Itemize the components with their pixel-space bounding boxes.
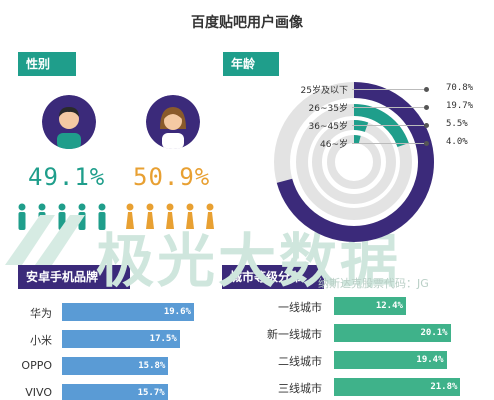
bar-category-label: 小米 bbox=[30, 334, 52, 347]
age-category-label: 36~45岁 bbox=[308, 122, 348, 132]
bar-category-label: 新一线城市 bbox=[267, 328, 322, 341]
age-leader-line bbox=[352, 107, 424, 108]
bar-category-label: VIVO bbox=[25, 386, 52, 399]
female-avatar-icon bbox=[146, 95, 200, 149]
age-category-label: 25岁及以下 bbox=[300, 86, 348, 96]
bar-mark: 19.6% bbox=[62, 303, 194, 321]
bar-mark: 12.4% bbox=[334, 297, 406, 315]
age-ring-arc bbox=[353, 135, 361, 144]
bar-mark: 17.5% bbox=[62, 330, 180, 348]
age-category-label: 46~岁 bbox=[320, 140, 348, 150]
age-value-label: 19.7% bbox=[446, 101, 474, 111]
age-leader-dot bbox=[424, 123, 429, 128]
bar-category-label: 华为 bbox=[30, 307, 52, 320]
bar-mark: 21.8% bbox=[334, 378, 461, 396]
page-title: 百度贴吧用户画像 bbox=[191, 15, 303, 31]
age-value-label: 70.8% bbox=[446, 83, 474, 93]
age-category-label: 26~35岁 bbox=[308, 104, 348, 114]
male-avatar-icon bbox=[42, 95, 96, 149]
female-people-icon bbox=[126, 203, 214, 229]
bar-mark: 19.4% bbox=[334, 351, 447, 369]
bar-category-label: 一线城市 bbox=[278, 301, 322, 314]
male-percentage: 49.1% bbox=[28, 163, 106, 191]
age-ring-arc bbox=[353, 104, 409, 148]
age-leader-line bbox=[352, 89, 424, 90]
bar-category-label: 二线城市 bbox=[278, 355, 322, 368]
female-percentage: 50.9% bbox=[133, 163, 211, 191]
age-leader-line bbox=[352, 125, 424, 126]
bar-category-label: OPPO bbox=[21, 359, 52, 372]
bar-mark: 15.7% bbox=[62, 384, 168, 400]
phone-section-tag: 安卓手机品牌 bbox=[18, 265, 130, 289]
bar-mark: 20.1% bbox=[334, 324, 451, 342]
gender-section-tag: 性别 bbox=[18, 52, 76, 76]
age-section-tag: 年龄 bbox=[223, 52, 279, 76]
age-ring-arc bbox=[276, 82, 434, 242]
watermark-subtext: 纳斯达克股票代码：JG bbox=[318, 277, 429, 290]
age-leader-dot bbox=[424, 105, 429, 110]
age-leader-dot bbox=[424, 87, 429, 92]
watermark-logo-icon bbox=[5, 215, 85, 265]
age-leader-line bbox=[352, 143, 424, 144]
age-value-label: 4.0% bbox=[446, 137, 468, 147]
bar-category-label: 三线城市 bbox=[278, 382, 322, 395]
bar-mark: 15.8% bbox=[62, 357, 169, 375]
age-leader-dot bbox=[424, 141, 429, 146]
city-section-tag: 城市等级分布 bbox=[222, 265, 324, 289]
age-value-label: 5.5% bbox=[446, 119, 468, 129]
